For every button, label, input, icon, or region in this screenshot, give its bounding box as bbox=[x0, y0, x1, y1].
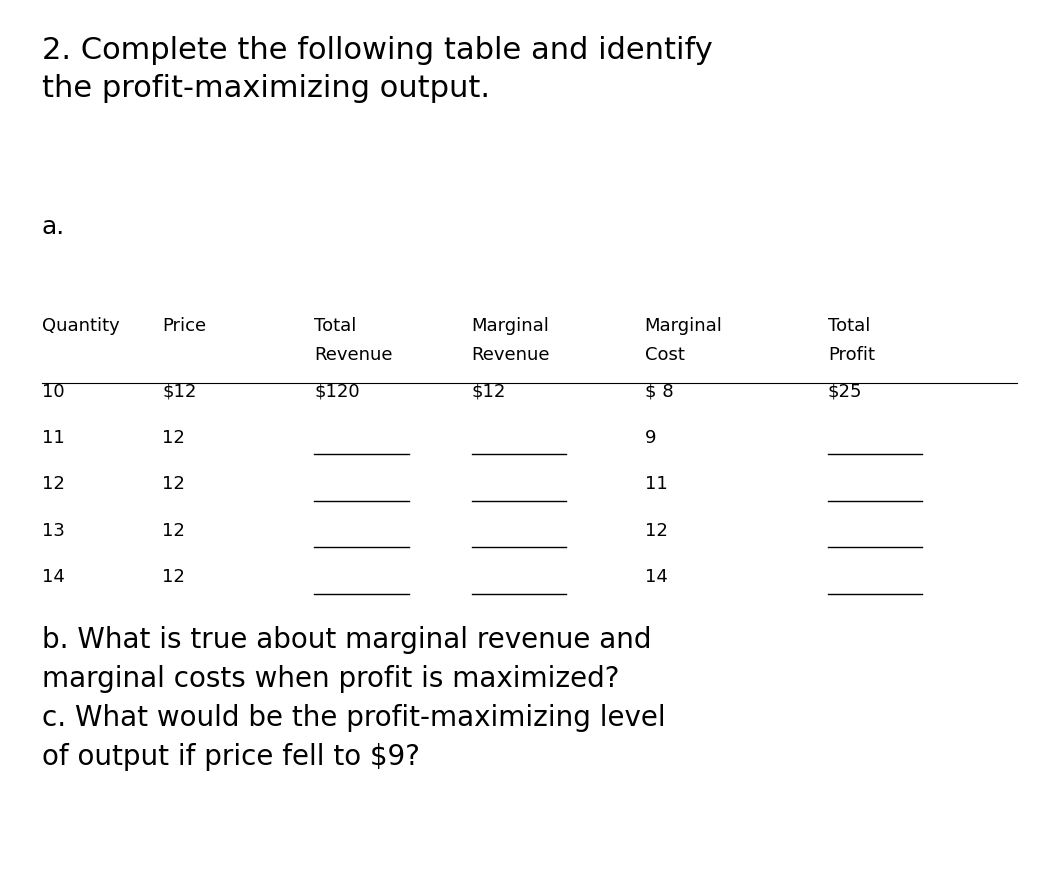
Text: Cost: Cost bbox=[645, 346, 684, 364]
Text: 12: 12 bbox=[162, 522, 185, 540]
Text: 14: 14 bbox=[42, 569, 65, 586]
Text: 12: 12 bbox=[42, 476, 65, 493]
Text: Profit: Profit bbox=[828, 346, 875, 364]
Text: Total: Total bbox=[314, 317, 356, 335]
Text: 12: 12 bbox=[645, 522, 668, 540]
Text: $12: $12 bbox=[472, 383, 506, 401]
Text: 10: 10 bbox=[42, 383, 65, 401]
Text: 2. Complete the following table and identify
the profit-maximizing output.: 2. Complete the following table and iden… bbox=[42, 36, 713, 103]
Text: Revenue: Revenue bbox=[472, 346, 550, 364]
Text: 11: 11 bbox=[42, 429, 65, 447]
Text: 9: 9 bbox=[645, 429, 656, 447]
Text: Marginal: Marginal bbox=[645, 317, 722, 335]
Text: $ 8: $ 8 bbox=[645, 383, 673, 401]
Text: Quantity: Quantity bbox=[42, 317, 119, 335]
Text: Marginal: Marginal bbox=[472, 317, 549, 335]
Text: 12: 12 bbox=[162, 476, 185, 493]
Text: 14: 14 bbox=[645, 569, 668, 586]
Text: Total: Total bbox=[828, 317, 870, 335]
Text: Revenue: Revenue bbox=[314, 346, 393, 364]
Text: 13: 13 bbox=[42, 522, 65, 540]
Text: 12: 12 bbox=[162, 569, 185, 586]
Text: 12: 12 bbox=[162, 429, 185, 447]
Text: $25: $25 bbox=[828, 383, 863, 401]
Text: Price: Price bbox=[162, 317, 206, 335]
Text: $120: $120 bbox=[314, 383, 361, 401]
Text: $12: $12 bbox=[162, 383, 197, 401]
Text: a.: a. bbox=[42, 215, 65, 239]
Text: 11: 11 bbox=[645, 476, 668, 493]
Text: b. What is true about marginal revenue and
marginal costs when profit is maximiz: b. What is true about marginal revenue a… bbox=[42, 626, 665, 771]
